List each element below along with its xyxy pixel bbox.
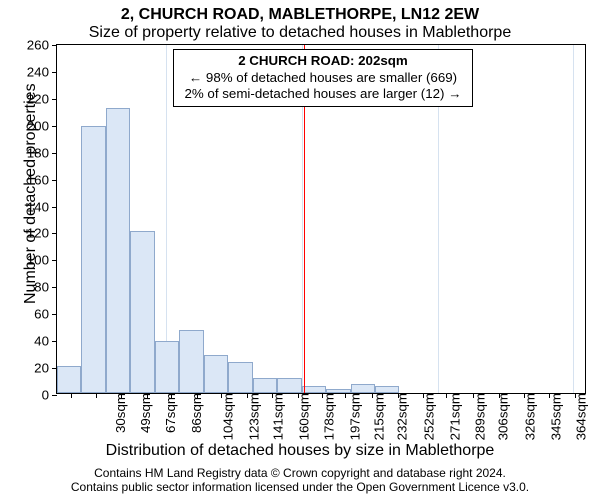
histogram-bar	[179, 330, 203, 393]
xtick-label: 197sqm	[345, 393, 362, 440]
xtick-label: 252sqm	[420, 393, 437, 440]
histogram-bar	[106, 108, 130, 393]
histogram-bar	[57, 366, 81, 393]
chart-container: 2, CHURCH ROAD, MABLETHORPE, LN12 2EW Si…	[0, 0, 600, 500]
footer-line2: Contains public sector information licen…	[0, 480, 600, 494]
xtick-label: 345sqm	[546, 393, 563, 440]
histogram-bar	[204, 355, 228, 393]
histogram-bar	[375, 386, 399, 393]
xtick-label: 364sqm	[572, 393, 589, 440]
xtick	[372, 393, 373, 398]
xtick-label: 49sqm	[136, 393, 153, 433]
ytick-label: 0	[42, 388, 57, 403]
xtick	[96, 393, 97, 398]
xtick	[575, 393, 576, 398]
xtick-label: 306sqm	[493, 393, 510, 440]
xtick-label: 382sqm	[596, 393, 600, 440]
xtick-label: 160sqm	[295, 393, 312, 440]
chart-title-line1: 2, CHURCH ROAD, MABLETHORPE, LN12 2EW	[0, 6, 600, 24]
footer-line1: Contains HM Land Registry data © Crown c…	[0, 466, 600, 480]
xtick	[247, 393, 248, 398]
xtick-label: 30sqm	[111, 393, 128, 433]
y-axis-label: Number of detached properties	[22, 83, 40, 304]
ytick-label: 240	[27, 64, 57, 79]
annotation-box: 2 CHURCH ROAD: 202sqm← 98% of detached h…	[173, 49, 473, 107]
gridline-v	[573, 45, 574, 393]
histogram-bar	[130, 231, 154, 393]
xtick-label: 67sqm	[161, 393, 178, 433]
xtick	[298, 393, 299, 398]
footer-attribution: Contains HM Land Registry data © Crown c…	[0, 466, 600, 495]
xtick	[121, 393, 122, 398]
histogram-bar	[253, 378, 277, 393]
xtick-label: 141sqm	[269, 393, 286, 440]
xtick	[197, 393, 198, 398]
xtick	[423, 393, 424, 398]
xtick	[398, 393, 399, 398]
histogram-bar	[277, 378, 301, 393]
xtick-label: 104sqm	[219, 393, 236, 440]
plot-area: 02040608010012014016018020022024026030sq…	[56, 44, 586, 394]
x-axis-label: Distribution of detached houses by size …	[0, 442, 600, 460]
ytick-label: 40	[34, 334, 57, 349]
xtick-label: 215sqm	[369, 393, 386, 440]
ytick-label: 260	[27, 38, 57, 53]
xtick	[147, 393, 148, 398]
xtick	[345, 393, 346, 398]
xtick-label: 326sqm	[520, 393, 537, 440]
xtick-label: 86sqm	[187, 393, 204, 433]
ytick-label: 20	[34, 361, 57, 376]
xtick	[71, 393, 72, 398]
xtick-label: 232sqm	[393, 393, 410, 440]
xtick-label: 123sqm	[244, 393, 261, 440]
histogram-bar	[351, 384, 375, 393]
chart-title-line2: Size of property relative to detached ho…	[0, 24, 600, 42]
annotation-line: 2% of semi-detached houses are larger (1…	[180, 86, 466, 103]
histogram-bar	[155, 341, 179, 394]
xtick	[171, 393, 172, 398]
xtick	[221, 393, 222, 398]
xtick	[499, 393, 500, 398]
histogram-bar	[81, 126, 105, 393]
xtick	[473, 393, 474, 398]
xtick	[322, 393, 323, 398]
histogram-bar	[228, 362, 252, 393]
annotation-line: ← 98% of detached houses are smaller (66…	[180, 70, 466, 87]
xtick	[272, 393, 273, 398]
annotation-line: 2 CHURCH ROAD: 202sqm	[180, 53, 466, 70]
xtick	[446, 393, 447, 398]
xtick	[549, 393, 550, 398]
xtick-label: 289sqm	[470, 393, 487, 440]
ytick-label: 60	[34, 307, 57, 322]
xtick-label: 178sqm	[319, 393, 336, 440]
xtick	[524, 393, 525, 398]
xtick-label: 271sqm	[446, 393, 463, 440]
